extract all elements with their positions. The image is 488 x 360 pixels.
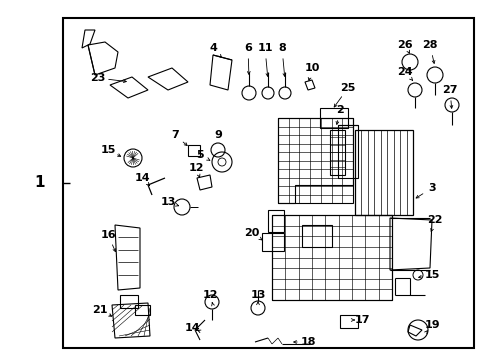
Text: 25: 25 [340, 83, 355, 93]
Text: 13: 13 [250, 290, 265, 300]
Text: 13: 13 [160, 197, 175, 207]
Text: 12: 12 [202, 290, 217, 300]
Text: 14: 14 [184, 323, 200, 333]
Text: 5: 5 [196, 150, 203, 160]
Bar [63, 18, 473, 348]
Bar [267, 210, 284, 232]
Text: 2: 2 [335, 105, 343, 115]
Text: 6: 6 [244, 43, 251, 53]
Text: 18: 18 [300, 337, 315, 347]
Text: 1: 1 [35, 175, 45, 190]
Text: 20: 20 [244, 228, 259, 238]
Text: 27: 27 [441, 85, 457, 95]
Text: 16: 16 [100, 230, 116, 240]
Text: 17: 17 [353, 315, 369, 325]
Text: 22: 22 [427, 215, 442, 225]
Bar [271, 215, 391, 300]
Text: 8: 8 [278, 43, 285, 53]
Text: 14: 14 [134, 173, 149, 183]
Text: 21: 21 [92, 305, 107, 315]
Bar [278, 118, 352, 203]
Bar [302, 225, 331, 247]
Text: 3: 3 [427, 183, 435, 193]
Text: 26: 26 [396, 40, 412, 50]
Text: 24: 24 [396, 67, 412, 77]
Text: 4: 4 [209, 43, 217, 53]
Text: 12: 12 [188, 163, 203, 173]
Text: 10: 10 [304, 63, 319, 73]
Text: 23: 23 [90, 73, 105, 83]
Bar [262, 233, 284, 251]
Text: 28: 28 [421, 40, 437, 50]
Text: 15: 15 [100, 145, 116, 155]
Text: 9: 9 [214, 130, 222, 140]
Text: 15: 15 [424, 270, 439, 280]
Text: 7: 7 [171, 130, 179, 140]
Bar [354, 130, 412, 215]
Bar [319, 108, 347, 128]
Text: 19: 19 [423, 320, 439, 330]
Text: 11: 11 [257, 43, 272, 53]
